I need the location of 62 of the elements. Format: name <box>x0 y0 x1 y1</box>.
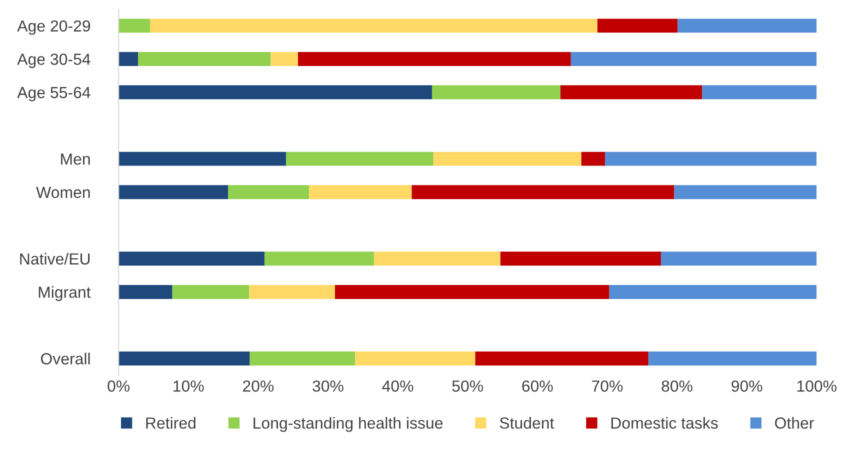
x-tick-label: 60% <box>522 380 553 392</box>
bar <box>138 52 271 66</box>
x-tick-label: 40% <box>382 380 414 392</box>
y-tick-label: Age 20-29 <box>17 20 90 35</box>
y-tick-label: Age 30-54 <box>17 54 90 68</box>
bar <box>150 18 598 33</box>
bar <box>118 85 432 100</box>
bar <box>249 284 335 299</box>
legend-label: Student <box>500 416 554 429</box>
bar <box>118 185 228 200</box>
bar <box>433 152 582 166</box>
bar <box>412 185 674 200</box>
bar <box>118 352 250 366</box>
x-tick-label: 20% <box>243 380 274 392</box>
bar <box>118 152 286 166</box>
bar <box>118 252 264 266</box>
bar <box>374 252 500 266</box>
legend-label: Other <box>775 416 814 429</box>
bar <box>286 152 434 166</box>
bar <box>264 252 374 266</box>
bar <box>581 152 606 166</box>
y-tick-label: Overall <box>40 352 90 364</box>
bar <box>334 284 610 299</box>
bar <box>475 352 648 366</box>
bar <box>560 85 702 100</box>
y-tick-label: Women <box>36 186 90 198</box>
bar <box>250 352 356 366</box>
bar <box>270 52 298 66</box>
bar <box>609 284 817 299</box>
x-tick-label: 100% <box>797 380 836 392</box>
bar <box>702 85 817 100</box>
bar <box>432 85 560 100</box>
bar <box>118 52 138 66</box>
bar <box>678 18 817 33</box>
bar <box>570 52 817 66</box>
legend-label: Retired <box>146 416 196 429</box>
bar <box>309 185 412 200</box>
x-tick-label: 90% <box>732 380 762 392</box>
bar <box>605 152 817 166</box>
y-tick-label: Men <box>61 154 90 165</box>
legend-label: Long-standing health issue <box>254 416 443 432</box>
x-tick-label: 50% <box>452 380 484 392</box>
bar <box>355 352 476 366</box>
x-tick-label: 0% <box>108 380 130 392</box>
bar <box>500 252 661 266</box>
bar <box>660 252 817 266</box>
bar <box>228 185 310 200</box>
bar <box>674 185 817 200</box>
bar <box>172 284 250 299</box>
y-tick-label: Migrant <box>38 286 91 302</box>
bar <box>118 284 172 299</box>
x-tick-label: 30% <box>312 380 344 392</box>
y-tick-label: Native/EU <box>20 252 90 265</box>
bar <box>298 52 571 66</box>
legend-label: Domestic tasks <box>611 416 718 429</box>
x-tick-label: 80% <box>662 380 692 392</box>
x-tick-label: 10% <box>174 380 204 392</box>
x-tick-label: 70% <box>592 380 623 392</box>
y-tick-label: Age 55-64 <box>17 86 90 102</box>
bar <box>648 352 817 366</box>
bar <box>597 18 678 33</box>
bar <box>118 18 150 33</box>
